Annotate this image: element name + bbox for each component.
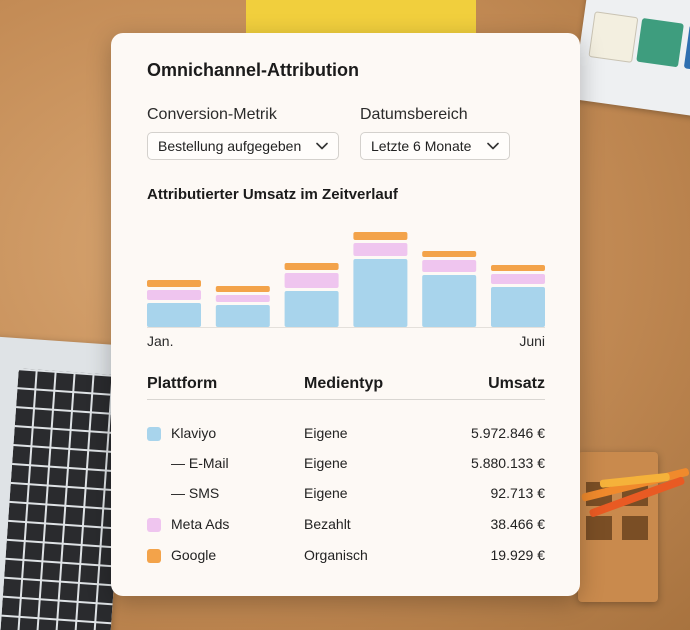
bar-segment-google-1	[147, 280, 201, 287]
color-swatch-meta-ads	[147, 518, 161, 532]
platform-cell: Klaviyo	[171, 425, 217, 441]
revenue-cell: 38.466 €	[490, 516, 546, 532]
media-type-cell: Eigene	[304, 455, 348, 471]
media-type-cell: Eigene	[304, 425, 348, 441]
bar-segment-meta-ads-6	[491, 274, 545, 284]
x-axis-end-label: Juni	[519, 333, 545, 349]
bar-segment-google-5	[422, 251, 477, 257]
chevron-down-icon	[479, 142, 499, 150]
column-header-media-type[interactable]: Medientyp	[304, 375, 384, 392]
bar-segment-klaviyo-3	[284, 291, 339, 327]
conversion-metric-value: Bestellung aufgegeben	[158, 138, 302, 154]
bar-segment-google-2	[215, 286, 270, 292]
date-range-value: Letzte 6 Monate	[371, 138, 472, 154]
chart-title: Attributierter Umsatz im Zeitverlauf	[147, 186, 398, 203]
card-title: Omnichannel-Attribution	[147, 60, 359, 80]
table-row-google: Google Organisch 19.929 €	[111, 545, 580, 567]
laptop-keyboard	[0, 368, 129, 630]
table-row-meta-ads: Meta Ads Bezahlt 38.466 €	[111, 514, 580, 536]
color-swatch-klaviyo	[147, 427, 161, 441]
chevron-down-icon	[308, 142, 328, 150]
table-row-email: — E-Mail Eigene 5.880.133 €	[111, 453, 580, 475]
table-row-klaviyo: Klaviyo Eigene 5.972.846 €	[111, 423, 580, 445]
x-axis-start-label: Jan.	[147, 333, 174, 349]
bar-segment-meta-ads-1	[147, 290, 201, 300]
conversion-metric-label: Conversion-Metrik	[147, 106, 277, 123]
bar-segment-meta-ads-2	[215, 295, 270, 302]
revenue-cell: 92.713 €	[490, 485, 546, 501]
date-range-dropdown[interactable]: Letzte 6 Monate	[360, 132, 510, 160]
bar-segment-meta-ads-5	[422, 260, 477, 272]
bar-segment-meta-ads-3	[284, 273, 339, 288]
attribution-card: Omnichannel-Attribution Conversion-Metri…	[111, 33, 580, 596]
bar-segment-klaviyo-4	[353, 259, 408, 327]
media-type-cell: Bezahlt	[304, 516, 351, 532]
conversion-metric-dropdown[interactable]: Bestellung aufgegeben	[147, 132, 339, 160]
bar-segment-google-6	[491, 265, 545, 271]
platform-cell: — E-Mail	[171, 455, 229, 471]
bar-segment-klaviyo-5	[422, 275, 477, 327]
platform-cell: Meta Ads	[171, 516, 230, 532]
media-type-cell: Eigene	[304, 485, 348, 501]
date-range-label: Datumsbereich	[360, 106, 468, 123]
platform-cell: Google	[171, 547, 217, 563]
bar-segment-klaviyo-1	[147, 303, 201, 327]
platform-cell: — SMS	[171, 485, 220, 501]
bar-segment-google-3	[284, 263, 339, 270]
bar-segment-klaviyo-6	[491, 287, 545, 327]
revenue-cell: 19.929 €	[490, 547, 546, 563]
table-row-sms: — SMS Eigene 92.713 €	[111, 483, 580, 505]
bar-segment-klaviyo-2	[215, 305, 270, 327]
revenue-stacked-bar-chart	[147, 232, 545, 328]
revenue-cell: 5.972.846 €	[471, 425, 545, 441]
bar-segment-meta-ads-4	[353, 243, 408, 256]
column-header-platform[interactable]: Plattform	[147, 375, 218, 392]
header-divider	[147, 399, 545, 400]
color-swatch-google	[147, 549, 161, 563]
revenue-cell: 5.880.133 €	[471, 455, 545, 471]
media-type-cell: Organisch	[304, 547, 368, 563]
bar-segment-google-4	[353, 232, 408, 240]
column-header-revenue[interactable]: Umsatz	[488, 375, 545, 392]
